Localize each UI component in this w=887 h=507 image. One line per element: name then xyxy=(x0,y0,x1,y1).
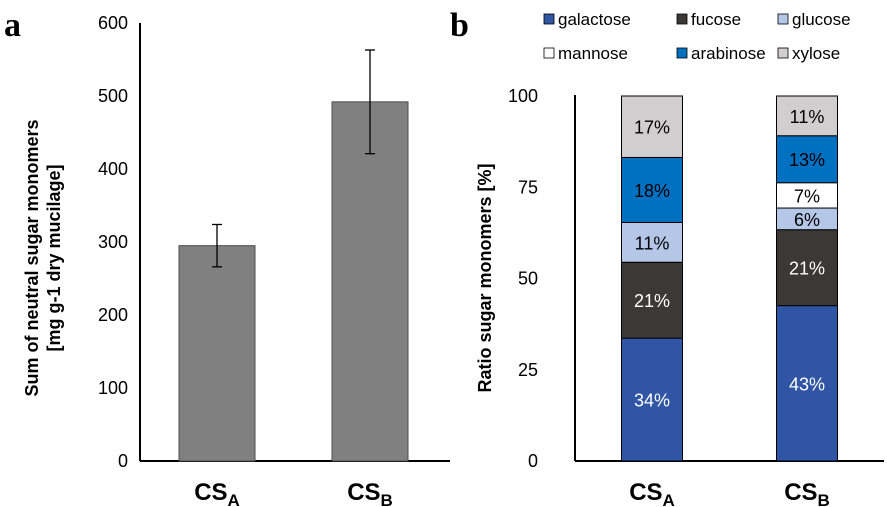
panel-a-error-bar xyxy=(212,223,222,268)
legend-label: arabinose xyxy=(691,44,766,63)
legend-label: fucose xyxy=(691,10,741,29)
panel-b-segment-label: 11% xyxy=(635,233,670,253)
panel-b-ytick: 0 xyxy=(528,451,538,471)
panel-a-bar xyxy=(331,101,409,462)
legend-item-glucose: glucose xyxy=(777,10,851,29)
panel-b-segment-label: 6% xyxy=(794,210,820,230)
panel-b-segment-label: 17% xyxy=(634,118,670,138)
panel-a-category-label: CSB xyxy=(347,479,393,507)
legend-label: galactose xyxy=(558,10,631,29)
panel-b-category-label-main: CS xyxy=(629,479,662,506)
panel-a-chart: Sum of neutral sugar monomers [mg g-1 dr… xyxy=(22,13,450,507)
panel-a-letter: a xyxy=(4,7,21,44)
panel-a-category-label-main: CS xyxy=(347,479,380,506)
panel-a-ylabel-line1: Sum of neutral sugar monomers xyxy=(22,119,42,396)
panel-a-category-label-main: CS xyxy=(194,479,227,506)
panel-b-letter: b xyxy=(450,7,469,44)
panel-a-category-label-sub: B xyxy=(381,491,393,507)
panel-b-ytick: 75 xyxy=(518,177,538,197)
legend-item-fucose: fucose xyxy=(676,10,741,29)
panel-a-ytick: 0 xyxy=(118,451,128,471)
legend-swatch xyxy=(543,13,555,25)
panel-a-bar xyxy=(178,245,256,462)
panel-b-segment-label: 13% xyxy=(789,150,825,170)
panel-b-segment-xylose xyxy=(621,95,683,158)
panel-b-category-label-sub: A xyxy=(663,491,675,507)
legend-item-xylose: xylose xyxy=(777,44,840,63)
panel-a-ytick: 600 xyxy=(98,13,128,33)
panel-b-chart: Ratio sugar monomers [%] 0 25 50 75 100 34% 2… xyxy=(475,10,884,507)
panel-b-segment-label: 43% xyxy=(789,374,825,394)
legend-swatch xyxy=(543,47,555,59)
panel-a-category-label: CSA xyxy=(194,479,240,507)
legend-label: mannose xyxy=(558,44,628,63)
panel-b-ytick: 25 xyxy=(518,360,538,380)
legend-item-galactose: galactose xyxy=(543,10,631,29)
panel-a-ytick: 200 xyxy=(98,305,128,325)
panel-b-segment-label: 11% xyxy=(790,107,825,127)
panel-b-ylabel: Ratio sugar monomers [%] xyxy=(475,163,495,392)
panel-b-segment-fucose xyxy=(621,261,683,339)
panel-b-category-label: CSA xyxy=(629,479,675,507)
legend-item-mannose: mannose xyxy=(543,44,628,63)
panel-b-category-label-sub: B xyxy=(818,491,830,507)
panel-b-segment-arabinose xyxy=(621,156,683,223)
panel-a-error-bar xyxy=(365,49,375,155)
panel-b-segment-label: 7% xyxy=(794,186,820,206)
legend-label: glucose xyxy=(792,10,851,29)
panel-b-ytick: 50 xyxy=(518,269,538,289)
panel-b-segment-glucose xyxy=(621,221,683,263)
legend-label: xylose xyxy=(792,44,840,63)
panel-b-segment-xylose xyxy=(776,95,838,137)
panel-b-segment-arabinose xyxy=(776,135,838,184)
panel-b-segment-galactose xyxy=(776,305,838,462)
panel-b-segment-label: 21% xyxy=(634,291,670,311)
panel-a-ytick: 400 xyxy=(98,159,128,179)
legend-swatch xyxy=(777,47,789,59)
legend-item-arabinose: arabinose xyxy=(676,44,766,63)
panel-a-ytick: 500 xyxy=(98,86,128,106)
panel-a-ylabel-line2: [mg g-1 dry mucilage] xyxy=(44,164,64,351)
panel-b-category-label: CSB xyxy=(784,479,830,507)
legend-swatch xyxy=(777,13,789,25)
panel-b-segment-fucose xyxy=(776,229,838,307)
panel-a-category-label-sub: A xyxy=(228,491,240,507)
panel-a-ytick: 100 xyxy=(98,378,128,398)
panel-b-segment-mannose xyxy=(776,182,838,209)
panel-b-segment-label: 18% xyxy=(634,181,670,201)
legend-swatch xyxy=(676,13,688,25)
panel-a-ytick: 300 xyxy=(98,232,128,252)
panel-b-category-label-main: CS xyxy=(784,479,817,506)
legend-swatch xyxy=(676,47,688,59)
panel-b-segment-label: 34% xyxy=(634,391,670,411)
panel-b-segment-label: 21% xyxy=(789,259,825,279)
panel-b-ytick: 100 xyxy=(508,86,538,106)
